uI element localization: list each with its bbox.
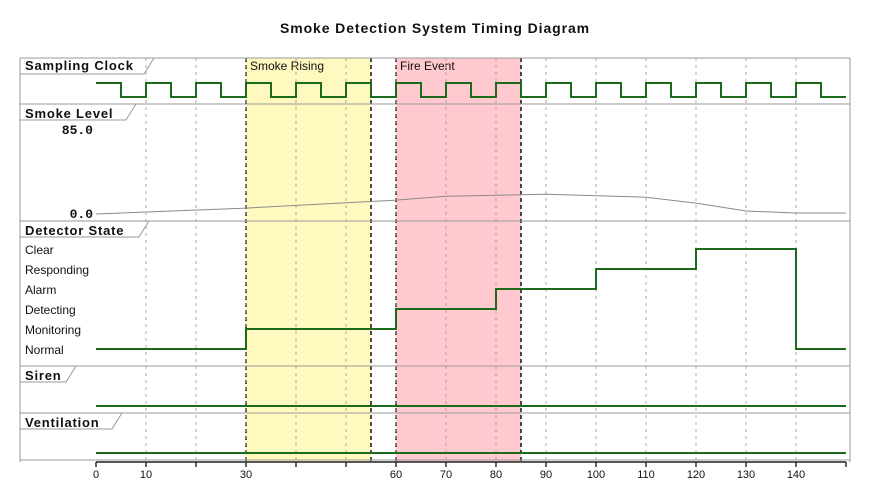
time-gridlines xyxy=(145,58,797,462)
lane-label-tab xyxy=(20,412,123,430)
highlight-region xyxy=(396,58,521,462)
lane-label-tab xyxy=(20,365,77,383)
time-tick-label: 10 xyxy=(140,469,152,481)
highlight-region xyxy=(246,58,371,462)
lane-label-smoke-level: Smoke Level xyxy=(25,106,113,121)
time-tick-label: 90 xyxy=(540,469,552,481)
time-tick-label: 100 xyxy=(587,469,605,481)
time-tick-label: 140 xyxy=(787,469,805,481)
smoke-max-label: 85.0 xyxy=(62,123,93,138)
highlight-regions: Smoke Rising Fire Event xyxy=(245,58,522,462)
time-tick-label: 60 xyxy=(390,469,402,481)
state-label-normal: Normal xyxy=(25,343,64,357)
time-tick-label: 0 xyxy=(93,469,99,481)
state-label-alarm: Alarm xyxy=(25,283,56,297)
state-label-responding: Responding xyxy=(25,263,89,277)
lane-label-tab xyxy=(20,57,155,75)
highlight-label: Smoke Rising xyxy=(250,59,324,73)
lane-label-tab xyxy=(20,220,150,238)
lane-frames xyxy=(19,57,851,462)
detector-state-wave xyxy=(96,248,846,350)
signal-waveforms xyxy=(95,82,846,454)
smoke-min-label: 0.0 xyxy=(70,207,94,222)
time-tick-label: 110 xyxy=(637,469,655,481)
state-label-detecting: Detecting xyxy=(25,303,76,317)
smoke-level-line xyxy=(95,193,846,215)
diagram-title: Smoke Detection System Timing Diagram xyxy=(280,20,590,36)
highlight-label: Fire Event xyxy=(400,59,455,73)
lane-label-tab xyxy=(20,103,137,121)
time-tick-label: 80 xyxy=(490,469,502,481)
time-tick-label: 30 xyxy=(240,469,252,481)
state-label-monitoring: Monitoring xyxy=(25,323,81,337)
state-label-clear: Clear xyxy=(25,243,54,257)
lane-label-sampling-clock: Sampling Clock xyxy=(25,58,134,73)
sampling-clock-wave xyxy=(96,82,846,98)
time-tick-label: 120 xyxy=(687,469,705,481)
lane-label-ventilation: Ventilation xyxy=(25,415,100,430)
time-tick-label: 70 xyxy=(440,469,452,481)
lane-label-siren: Siren xyxy=(25,368,62,383)
lane-label-detector-state: Detector State xyxy=(25,223,124,238)
time-tick-label: 130 xyxy=(737,469,755,481)
lane-ventilation: Ventilation xyxy=(25,415,100,430)
lane-clock: Sampling Clock xyxy=(25,58,134,73)
lane-smoke-level: Smoke Level 85.0 0.0 xyxy=(25,106,113,222)
time-axis: 0 10 30 60 70 80 90 100 110 120 130 140 xyxy=(93,461,847,481)
lane-detector-state: Detector State Clear Responding Alarm De… xyxy=(25,223,124,357)
lane-siren: Siren xyxy=(25,368,62,383)
